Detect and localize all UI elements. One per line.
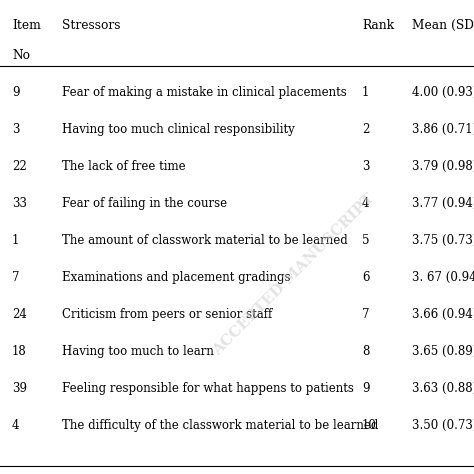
Text: 3: 3	[362, 160, 370, 173]
Text: Mean (SD): Mean (SD)	[412, 19, 474, 32]
Text: Feeling responsible for what happens to patients: Feeling responsible for what happens to …	[62, 382, 354, 395]
Text: The lack of free time: The lack of free time	[62, 160, 186, 173]
Text: 3: 3	[12, 123, 19, 136]
Text: 4: 4	[362, 197, 370, 210]
Text: 8: 8	[362, 345, 369, 358]
Text: 7: 7	[12, 271, 19, 284]
Text: 3.65 (0.89): 3.65 (0.89)	[412, 345, 474, 358]
Text: 4: 4	[12, 419, 19, 432]
Text: 1: 1	[362, 86, 369, 99]
Text: 1: 1	[12, 234, 19, 247]
Text: No: No	[12, 49, 30, 62]
Text: 3.63 (0.88): 3.63 (0.88)	[412, 382, 474, 395]
Text: 3.86 (0.71): 3.86 (0.71)	[412, 123, 474, 136]
Text: 3.50 (0.73): 3.50 (0.73)	[412, 419, 474, 432]
Text: 3.77 (0.94): 3.77 (0.94)	[412, 197, 474, 210]
Text: Fear of making a mistake in clinical placements: Fear of making a mistake in clinical pla…	[62, 86, 347, 99]
Text: 3.75 (0.73): 3.75 (0.73)	[412, 234, 474, 247]
Text: The difficulty of the classwork material to be learned: The difficulty of the classwork material…	[62, 419, 378, 432]
Text: 10: 10	[362, 419, 377, 432]
Text: 3.66 (0.94): 3.66 (0.94)	[412, 308, 474, 321]
Text: 3.79 (0.98): 3.79 (0.98)	[412, 160, 474, 173]
Text: 2: 2	[362, 123, 369, 136]
Text: Fear of failing in the course: Fear of failing in the course	[62, 197, 227, 210]
Text: The amount of classwork material to be learned: The amount of classwork material to be l…	[62, 234, 348, 247]
Text: Criticism from peers or senior staff: Criticism from peers or senior staff	[62, 308, 272, 321]
Text: 7: 7	[362, 308, 370, 321]
Text: 3. 67 (0.94): 3. 67 (0.94)	[412, 271, 474, 284]
Text: Rank: Rank	[362, 19, 394, 32]
Text: Examinations and placement gradings: Examinations and placement gradings	[62, 271, 291, 284]
Text: 18: 18	[12, 345, 27, 358]
Text: 9: 9	[12, 86, 19, 99]
Text: 6: 6	[362, 271, 370, 284]
Text: ACCEPTED MANUSCRIPT: ACCEPTED MANUSCRIPT	[210, 191, 377, 358]
Text: 39: 39	[12, 382, 27, 395]
Text: Item: Item	[12, 19, 41, 32]
Text: 4.00 (0.93): 4.00 (0.93)	[412, 86, 474, 99]
Text: 33: 33	[12, 197, 27, 210]
Text: 22: 22	[12, 160, 27, 173]
Text: 9: 9	[362, 382, 370, 395]
Text: Having too much to learn: Having too much to learn	[62, 345, 214, 358]
Text: 5: 5	[362, 234, 370, 247]
Text: Having too much clinical responsibility: Having too much clinical responsibility	[62, 123, 295, 136]
Text: Stressors: Stressors	[62, 19, 120, 32]
Text: 24: 24	[12, 308, 27, 321]
